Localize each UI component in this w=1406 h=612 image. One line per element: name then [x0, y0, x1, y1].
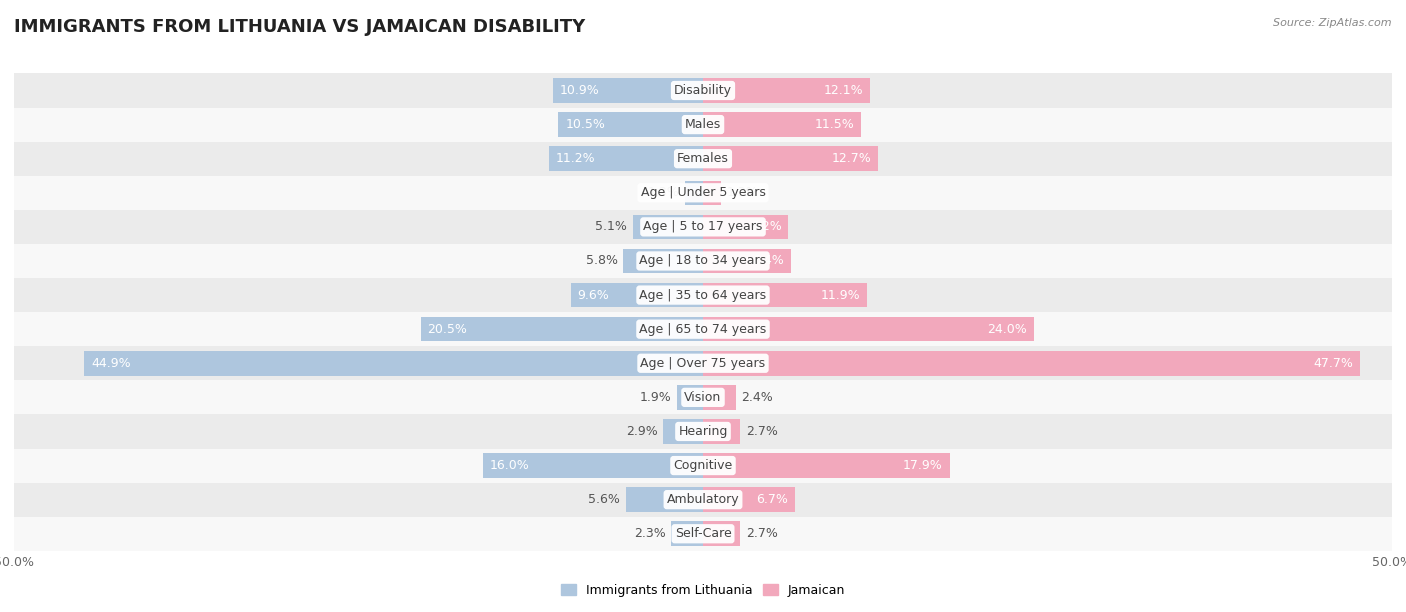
Bar [676, 385, 703, 409]
Bar [633, 215, 703, 239]
Text: 6.7%: 6.7% [756, 493, 789, 506]
Text: Source: ZipAtlas.com: Source: ZipAtlas.com [1274, 18, 1392, 28]
Bar [14, 73, 1392, 108]
Text: 6.4%: 6.4% [752, 255, 785, 267]
Text: 2.3%: 2.3% [634, 528, 666, 540]
Bar [703, 317, 1033, 341]
Text: 11.2%: 11.2% [555, 152, 595, 165]
Text: Vision: Vision [685, 391, 721, 404]
Text: 2.4%: 2.4% [741, 391, 773, 404]
Bar [14, 380, 1392, 414]
Text: Ambulatory: Ambulatory [666, 493, 740, 506]
Bar [703, 453, 949, 478]
Bar [703, 385, 737, 409]
Bar [14, 483, 1392, 517]
Bar [703, 351, 1360, 376]
Bar [553, 78, 703, 103]
Bar [14, 278, 1392, 312]
Text: Age | 18 to 34 years: Age | 18 to 34 years [640, 255, 766, 267]
Text: 5.8%: 5.8% [585, 255, 617, 267]
Text: 11.9%: 11.9% [821, 289, 860, 302]
Bar [664, 419, 703, 444]
Bar [14, 210, 1392, 244]
Bar [703, 146, 877, 171]
Text: 16.0%: 16.0% [489, 459, 529, 472]
Text: Disability: Disability [673, 84, 733, 97]
Text: 10.9%: 10.9% [560, 84, 599, 97]
Text: 11.5%: 11.5% [815, 118, 855, 131]
Text: 9.6%: 9.6% [578, 289, 609, 302]
Text: 2.9%: 2.9% [626, 425, 658, 438]
Text: Age | 5 to 17 years: Age | 5 to 17 years [644, 220, 762, 233]
Bar [14, 244, 1392, 278]
Text: 1.3%: 1.3% [648, 186, 679, 200]
Text: Females: Females [678, 152, 728, 165]
Text: 12.7%: 12.7% [831, 152, 872, 165]
Bar [548, 146, 703, 171]
Text: Self-Care: Self-Care [675, 528, 731, 540]
Bar [420, 317, 703, 341]
Text: Age | 65 to 74 years: Age | 65 to 74 years [640, 323, 766, 335]
Bar [14, 312, 1392, 346]
Text: 2.7%: 2.7% [745, 425, 778, 438]
Text: 5.1%: 5.1% [595, 220, 627, 233]
Bar [84, 351, 703, 376]
Text: 1.3%: 1.3% [727, 186, 758, 200]
Text: 24.0%: 24.0% [987, 323, 1026, 335]
Bar [14, 414, 1392, 449]
Text: Age | 35 to 64 years: Age | 35 to 64 years [640, 289, 766, 302]
Text: Hearing: Hearing [678, 425, 728, 438]
Bar [571, 283, 703, 307]
Bar [14, 141, 1392, 176]
Bar [14, 176, 1392, 210]
Bar [703, 113, 862, 137]
Bar [623, 248, 703, 273]
Bar [703, 78, 870, 103]
Text: 6.2%: 6.2% [749, 220, 782, 233]
Bar [703, 248, 792, 273]
Text: Age | Under 5 years: Age | Under 5 years [641, 186, 765, 200]
Bar [703, 521, 740, 546]
Bar [14, 517, 1392, 551]
Bar [558, 113, 703, 137]
Bar [703, 215, 789, 239]
Bar [703, 283, 868, 307]
Bar [482, 453, 703, 478]
Text: 17.9%: 17.9% [903, 459, 943, 472]
Text: Age | Over 75 years: Age | Over 75 years [641, 357, 765, 370]
Bar [14, 449, 1392, 483]
Text: 20.5%: 20.5% [427, 323, 467, 335]
Text: 44.9%: 44.9% [91, 357, 131, 370]
Text: 5.6%: 5.6% [589, 493, 620, 506]
Bar [703, 487, 796, 512]
Bar [703, 419, 740, 444]
Bar [685, 181, 703, 205]
Text: 10.5%: 10.5% [565, 118, 605, 131]
Text: 1.9%: 1.9% [640, 391, 671, 404]
Text: 12.1%: 12.1% [823, 84, 863, 97]
Text: 47.7%: 47.7% [1313, 357, 1354, 370]
Bar [14, 346, 1392, 380]
Bar [671, 521, 703, 546]
Bar [14, 108, 1392, 141]
Legend: Immigrants from Lithuania, Jamaican: Immigrants from Lithuania, Jamaican [555, 579, 851, 602]
Bar [703, 181, 721, 205]
Text: 2.7%: 2.7% [745, 528, 778, 540]
Text: IMMIGRANTS FROM LITHUANIA VS JAMAICAN DISABILITY: IMMIGRANTS FROM LITHUANIA VS JAMAICAN DI… [14, 18, 585, 36]
Text: Males: Males [685, 118, 721, 131]
Text: Cognitive: Cognitive [673, 459, 733, 472]
Bar [626, 487, 703, 512]
